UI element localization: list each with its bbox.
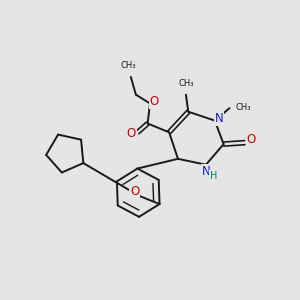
Text: H: H bbox=[210, 171, 217, 181]
Text: O: O bbox=[130, 184, 140, 198]
Text: CH₃: CH₃ bbox=[178, 79, 194, 88]
Text: O: O bbox=[149, 94, 159, 108]
Text: O: O bbox=[127, 127, 136, 140]
Text: CH₃: CH₃ bbox=[120, 61, 136, 70]
Text: O: O bbox=[247, 133, 256, 146]
Text: N: N bbox=[214, 112, 223, 125]
Text: CH₃: CH₃ bbox=[236, 103, 251, 112]
Text: N: N bbox=[202, 165, 210, 178]
